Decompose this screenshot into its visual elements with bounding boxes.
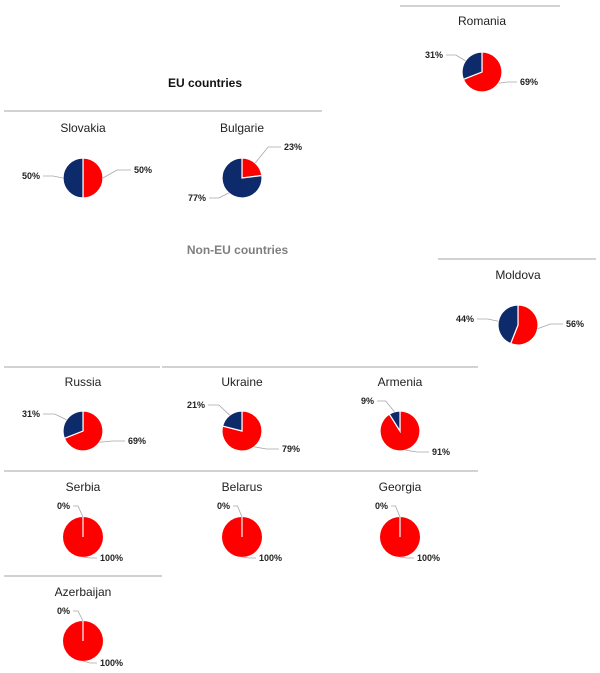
pie-data-label-belarus-0: 100% <box>259 553 282 563</box>
leader-line-georgia-1 <box>391 505 401 518</box>
pie-title-romania: Romania <box>458 14 506 28</box>
pie-slice-bulgarie-0 <box>241 157 263 179</box>
eu-countries-label: EU countries <box>167 76 242 90</box>
pie-data-label-azerbaijan-1: 0% <box>57 606 70 616</box>
pie-slice-romania-0 <box>462 51 503 93</box>
pie-data-label-russia-1: 31% <box>22 409 40 419</box>
leader-line-serbia-0 <box>82 556 97 559</box>
non-eu-countries-label: Non-EU countries <box>186 243 289 257</box>
leader-line-georgia-0 <box>399 556 414 559</box>
leader-line-bulgarie-0 <box>254 146 281 164</box>
leader-line-bulgarie-1 <box>209 192 229 199</box>
pie-title-azerbaijan: Azerbaijan <box>55 585 112 599</box>
pie-slice-slovakia-1 <box>62 157 84 199</box>
pie-data-label-armenia-1: 9% <box>361 396 374 406</box>
pie-title-bulgarie: Bulgarie <box>220 121 264 135</box>
pie-data-label-armenia-0: 91% <box>432 447 450 457</box>
pie-data-label-moldova-0: 56% <box>566 319 584 329</box>
pie-data-label-georgia-0: 100% <box>417 553 440 563</box>
leader-line-azerbaijan-0 <box>82 660 97 664</box>
leader-line-moldova-0 <box>537 323 563 330</box>
pie-title-russia: Russia <box>65 375 102 389</box>
pie-slice-slovakia-0 <box>82 157 104 199</box>
pie-data-label-belarus-1: 0% <box>217 501 230 511</box>
pie-data-label-ukraine-1: 21% <box>187 400 205 410</box>
pie-data-label-serbia-1: 0% <box>57 501 70 511</box>
pie-data-label-georgia-1: 0% <box>375 501 388 511</box>
pie-title-moldova: Moldova <box>495 268 541 282</box>
pie-data-label-bulgarie-0: 23% <box>284 142 302 152</box>
pie-title-serbia: Serbia <box>66 480 101 494</box>
pie-data-label-azerbaijan-0: 100% <box>100 658 123 668</box>
leader-line-slovakia-1 <box>43 175 64 179</box>
leader-line-romania-0 <box>498 81 517 84</box>
pie-data-label-slovakia-0: 50% <box>134 165 152 175</box>
pie-data-label-romania-1: 31% <box>425 50 443 60</box>
pie-title-slovakia: Slovakia <box>60 121 106 135</box>
pie-data-label-slovakia-1: 50% <box>22 171 40 181</box>
leader-line-belarus-0 <box>241 556 256 559</box>
pie-title-georgia: Georgia <box>379 480 422 494</box>
leader-line-romania-1 <box>446 54 466 62</box>
leader-line-belarus-1 <box>233 505 243 518</box>
pie-data-label-moldova-1: 44% <box>456 314 474 324</box>
leader-line-ukraine-0 <box>254 446 279 450</box>
leader-line-azerbaijan-1 <box>73 610 84 622</box>
leader-line-serbia-1 <box>73 505 84 518</box>
pie-data-label-russia-0: 69% <box>128 436 146 446</box>
leader-line-ukraine-1 <box>208 404 231 416</box>
pie-slice-russia-1 <box>62 410 84 440</box>
pie-data-label-serbia-0: 100% <box>100 553 123 563</box>
leader-line-moldova-1 <box>477 318 499 322</box>
leader-line-armenia-1 <box>377 400 395 413</box>
pie-slice-moldova-1 <box>497 304 519 345</box>
pie-slice-romania-1 <box>461 51 483 81</box>
pie-title-belarus: Belarus <box>222 480 263 494</box>
pie-slice-moldova-0 <box>509 304 539 346</box>
pie-data-label-ukraine-0: 79% <box>282 444 300 454</box>
leader-line-armenia-0 <box>405 449 429 453</box>
leader-line-russia-0 <box>99 440 125 443</box>
pie-data-label-romania-0: 69% <box>520 77 538 87</box>
leader-line-russia-1 <box>43 413 67 421</box>
leader-line-slovakia-0 <box>102 169 131 179</box>
pie-title-armenia: Armenia <box>378 375 423 389</box>
pie-data-label-bulgarie-1: 77% <box>188 193 206 203</box>
pie-title-ukraine: Ukraine <box>221 375 263 389</box>
